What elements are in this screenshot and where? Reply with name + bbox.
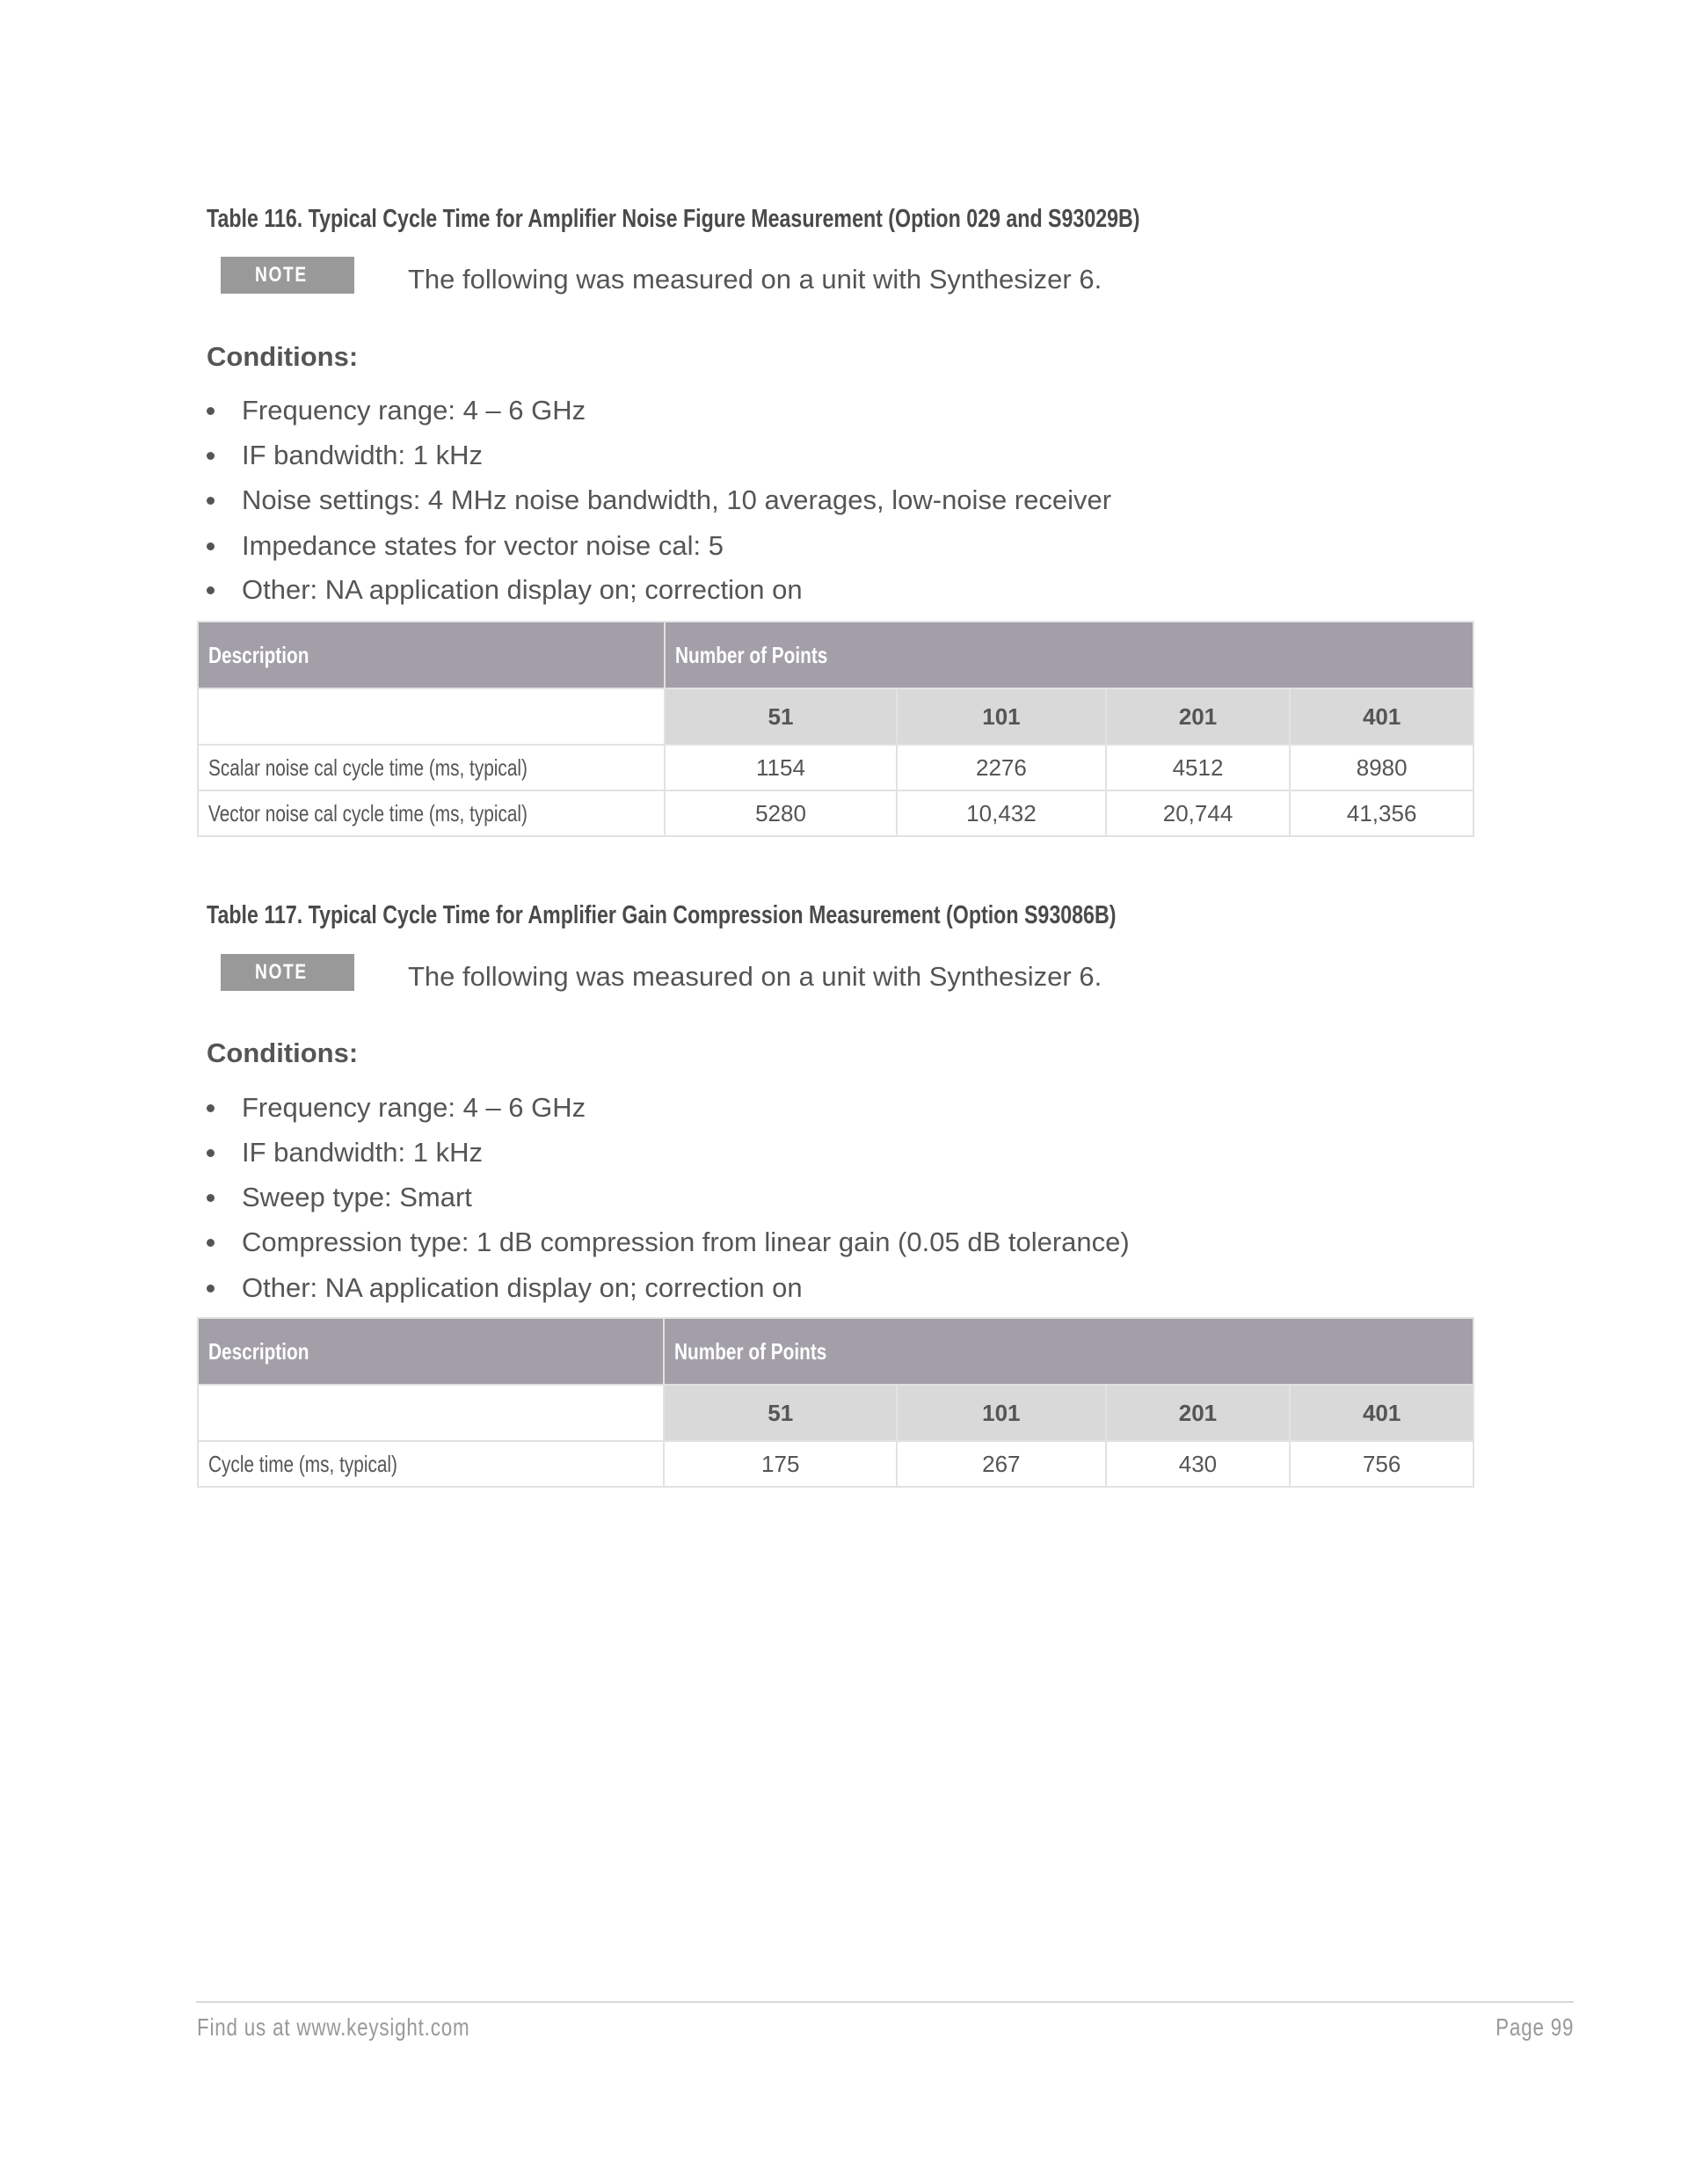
header-description: Description [196,1317,666,1386]
conditions-heading: Conditions: [207,341,359,372]
condition-item: IF bandwidth: 1 kHz [207,1137,483,1168]
table-row: Cycle time (ms, typical) 175 267 430 756 [196,1440,1474,1488]
table-subheader-row: 51 101 201 401 [197,688,1474,746]
note-badge: NOTE [221,257,354,294]
condition-item: IF bandwidth: 1 kHz [207,440,483,471]
cell-value: 10,432 [896,790,1107,837]
table-117-title: Table 117. Typical Cycle Time for Amplif… [207,901,1117,929]
table-116: Description Number of Points 51 101 201 … [197,621,1475,837]
cell-value: 267 [896,1440,1107,1488]
row-description: Vector noise cal cycle time (ms, typical… [197,790,666,837]
cell-value: 2276 [896,744,1107,791]
table-header-row: Description Number of Points [197,621,1475,689]
condition-item: Frequency range: 4 – 6 GHz [207,395,586,426]
header-number-of-points: Number of Points [663,621,1475,689]
cell-value: 430 [1104,1440,1291,1488]
column-header: 401 [1289,688,1474,746]
column-header: 51 [663,688,899,746]
condition-item: Noise settings: 4 MHz noise bandwidth, 1… [207,484,1111,516]
blank-cell [197,688,666,746]
table-subheader-row: 51 101 201 401 [196,1384,1474,1442]
note-badge: NOTE [221,954,354,991]
cell-value: 5280 [663,790,899,837]
cell-value: 8980 [1289,744,1474,791]
cell-value: 756 [1289,1440,1474,1488]
bullet-icon [207,1238,215,1247]
bullet-icon [207,1103,215,1112]
condition-item: Other: NA application display on; correc… [207,1272,803,1304]
column-header: 101 [896,1384,1107,1442]
bullet-icon [207,1284,215,1292]
footer-divider [196,2001,1574,2003]
cell-value: 175 [663,1440,898,1488]
condition-item: Sweep type: Smart [207,1182,472,1213]
bullet-icon [207,542,215,550]
bullet-icon [207,451,215,460]
conditions-heading: Conditions: [207,1037,359,1068]
table-117: Description Number of Points 51 101 201 … [196,1317,1474,1488]
condition-item: Impedance states for vector noise cal: 5 [207,530,724,562]
note-text: The following was measured on a unit wit… [408,961,1102,992]
note-text: The following was measured on a unit wit… [408,264,1102,295]
cell-value: 4512 [1104,744,1291,791]
condition-item: Frequency range: 4 – 6 GHz [207,1092,586,1124]
bullet-icon [207,496,215,505]
bullet-icon [207,406,215,415]
page-number: Page 99 [1495,2013,1574,2041]
column-header: 51 [663,1384,898,1442]
condition-item: Other: NA application display on; correc… [207,574,803,606]
table-header-row: Description Number of Points [196,1317,1474,1386]
row-description: Cycle time (ms, typical) [196,1440,666,1488]
table-116-title: Table 116. Typical Cycle Time for Amplif… [207,205,1140,233]
column-header: 401 [1289,1384,1474,1442]
row-description: Scalar noise cal cycle time (ms, typical… [197,744,666,791]
bullet-icon [207,586,215,594]
column-header: 201 [1104,688,1291,746]
blank-cell [196,1384,666,1442]
cell-value: 1154 [663,744,899,791]
column-header: 201 [1104,1384,1291,1442]
bullet-icon [207,1148,215,1157]
table-row: Scalar noise cal cycle time (ms, typical… [197,744,1474,791]
table-row: Vector noise cal cycle time (ms, typical… [197,790,1474,837]
condition-item: Compression type: 1 dB compression from … [207,1227,1130,1258]
cell-value: 20,744 [1104,790,1291,837]
footer-website: Find us at www.keysight.com [197,2013,470,2041]
column-header: 101 [896,688,1107,746]
header-number-of-points: Number of Points [663,1317,1474,1386]
bullet-icon [207,1193,215,1202]
cell-value: 41,356 [1289,790,1474,837]
header-description: Description [197,621,666,689]
